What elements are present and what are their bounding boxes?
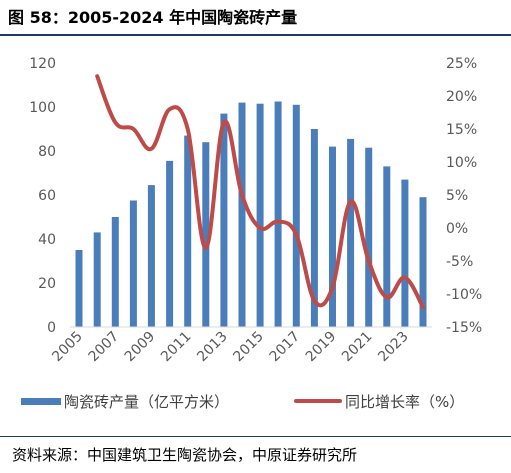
bar [147,185,155,327]
y-right-tick-label: 10% [446,155,477,171]
y-left-axis: 0 20 40 60 80 100 120 [29,56,56,336]
y-left-tick-label: 100 [29,100,56,116]
bar [292,104,300,327]
bar [256,103,264,327]
source-rule [0,436,511,437]
y-right-tick-label: 20% [446,89,477,105]
legend: 陶瓷砖产量（亿平方米） 同比增长率（%） [21,393,464,411]
bar [93,232,101,327]
bar [129,200,137,327]
x-tick-label: 2007 [86,329,123,366]
y-left-tick-label: 60 [38,188,56,204]
x-tick-label: 2015 [230,329,267,366]
legend-bar-swatch [21,398,61,405]
bar [383,166,391,327]
y-right-tick-label: 15% [446,122,477,138]
y-left-tick-label: 0 [47,320,56,336]
bar [274,101,282,327]
bar-series [75,101,427,327]
y-left-tick-label: 40 [38,232,56,248]
chart: 0 20 40 60 80 100 120 -15% -10% -5% 0% 5% 10% 15% 20%… [21,56,482,411]
x-tick-label: 2023 [375,329,412,366]
bar [111,217,119,327]
y-right-tick-label: 25% [446,56,477,72]
legend-line-label: 同比增长率（%） [345,393,464,411]
bar [365,147,373,327]
bar [419,197,427,327]
legend-bar-label: 陶瓷砖产量（亿平方米） [64,393,229,411]
x-tick-label: 2013 [194,329,231,366]
bar [347,138,355,327]
source-note: 资料来源：中国建筑卫生陶瓷协会，中原证券研究所 [12,446,358,464]
y-left-tick-label: 20 [38,276,56,292]
y-right-tick-label: -5% [446,254,473,270]
x-tick-label: 2019 [303,329,340,366]
bar [202,142,210,327]
bar [220,113,228,327]
x-tick-label: 2021 [339,329,376,366]
bar [401,179,409,327]
bar [184,135,192,327]
line-series [95,74,425,310]
y-left-tick-label: 80 [38,144,56,160]
y-right-tick-label: -10% [446,287,482,303]
title-rule [0,34,511,36]
x-tick-label: 2017 [267,329,304,366]
y-right-tick-label: 5% [446,188,468,204]
x-tick-label: 2011 [158,329,195,366]
bar [310,129,318,327]
bar [75,250,83,327]
figure-title: 图 58：2005-2024 年中国陶瓷砖产量 [8,8,298,27]
bar [329,146,336,327]
x-axis: 2005 2007 2009 2011 2013 2015 2017 2019 2021 2023 [49,329,411,366]
y-right-tick-label: -15% [446,320,482,336]
bar [166,160,174,327]
y-left-tick-label: 120 [29,56,56,72]
y-right-axis: -15% -10% -5% 0% 5% 10% 15% 20% 25% [446,56,482,336]
bar [238,102,246,327]
y-right-tick-label: 0% [446,221,468,237]
x-tick-label: 2009 [122,329,159,366]
